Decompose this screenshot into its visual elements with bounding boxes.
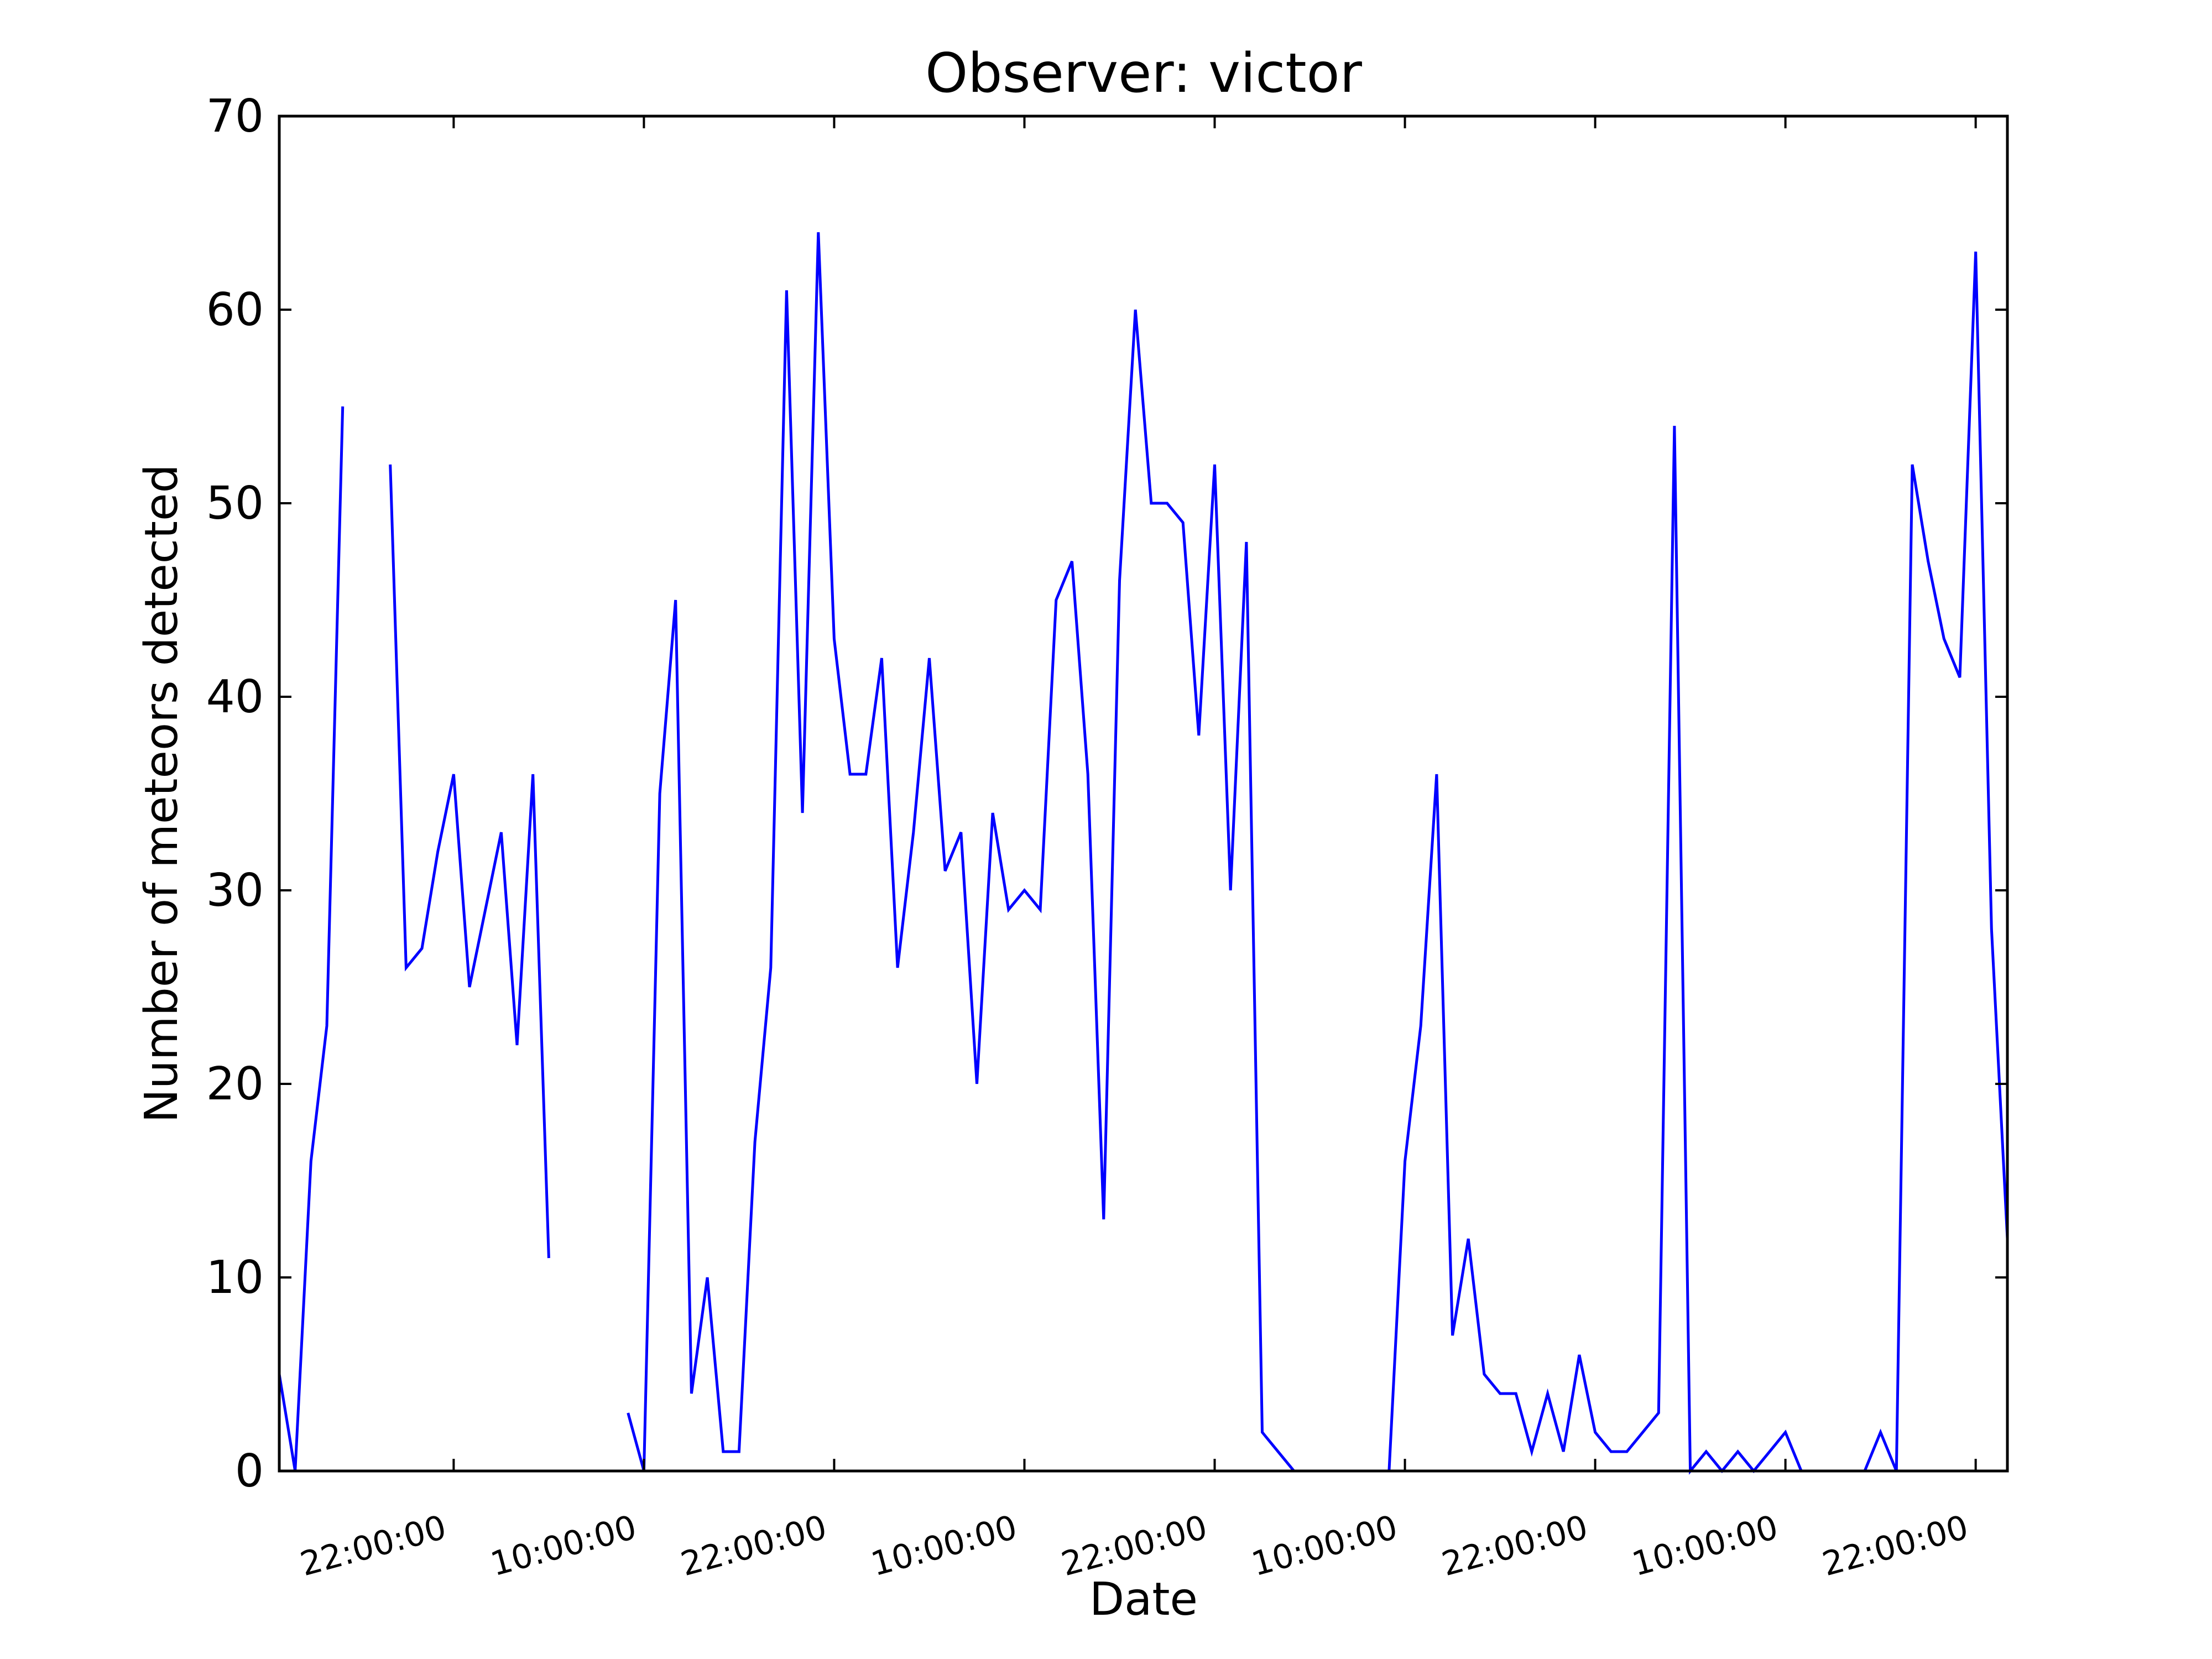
- chart-title: Observer: victor: [925, 42, 1362, 105]
- y-tick-label: 50: [206, 477, 264, 530]
- y-axis-label: Number of meteors detected: [135, 464, 188, 1123]
- y-tick-label: 60: [206, 284, 264, 336]
- plot-frame: [278, 114, 2009, 1473]
- x-axis-label: Date: [1089, 1573, 1198, 1626]
- y-tick-label: 10: [206, 1251, 264, 1304]
- series-line-segment-2: [389, 464, 550, 1259]
- y-tick-label: 20: [206, 1058, 264, 1110]
- y-tick-label: 70: [206, 90, 264, 143]
- y-tick-label: 30: [206, 864, 264, 917]
- y-axis: 0 10 20 30 40 50 60 70: [206, 90, 2007, 1498]
- series-line-segment-1: [278, 406, 345, 1472]
- y-tick-label: 40: [206, 671, 264, 723]
- y-tick-label: 0: [235, 1445, 264, 1498]
